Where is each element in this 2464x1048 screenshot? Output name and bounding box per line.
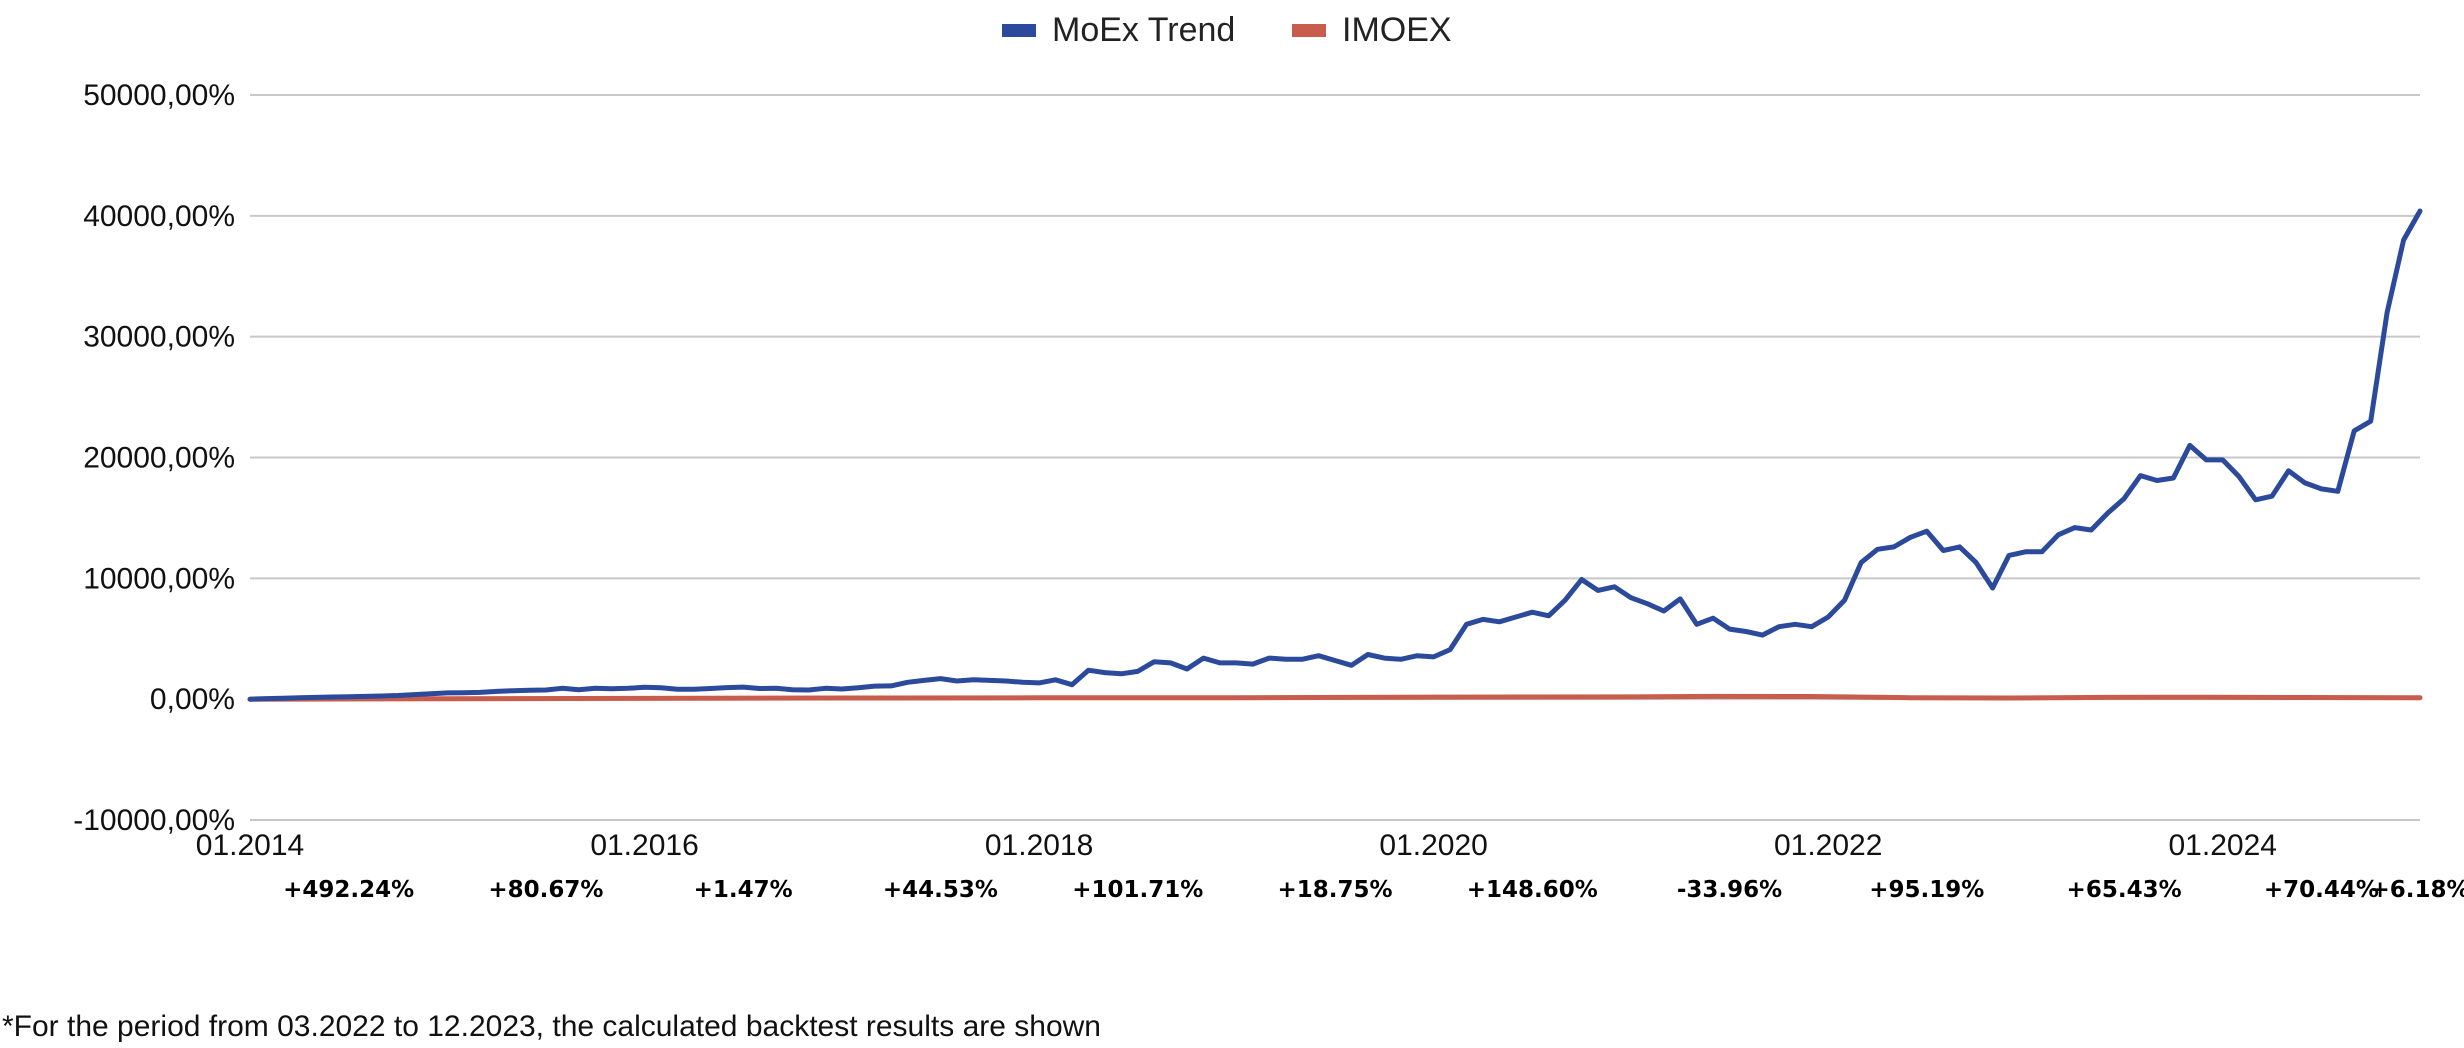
legend: MoEx Trend IMOEX (1002, 11, 1452, 49)
annual-return-label: -33.96% (1677, 877, 1782, 903)
y-tick-label: 20000,00% (83, 442, 235, 475)
y-tick-label: 30000,00% (83, 321, 235, 354)
x-tick-label: 01.2016 (590, 829, 698, 862)
annual-return-label: +6.18% (2370, 877, 2464, 903)
footnote: *For the period from 03.2022 to 12.2023,… (2, 1010, 1101, 1043)
x-tick-label: 01.2014 (196, 829, 304, 862)
annual-return-label: +492.24% (283, 877, 414, 903)
x-tick-label: 01.2024 (2169, 829, 2277, 862)
annual-return-label: +148.60% (1467, 877, 1598, 903)
annual-return-label: +95.19% (1869, 877, 1984, 903)
legend-swatch (1292, 24, 1326, 37)
series-line-moex-trend (247, 208, 2423, 702)
y-tick-label: 0,00% (150, 683, 235, 716)
legend-label: IMOEX (1342, 11, 1452, 49)
line-chart: MoEx Trend IMOEX -10000,00% 0,00% 10000,00%… (73, 11, 2464, 903)
annual-return-label: +80.67% (488, 877, 603, 903)
y-tick-label: 50000,00% (83, 79, 235, 112)
annual-return-label: +44.53% (883, 877, 998, 903)
annual-return-label: +1.47% (694, 877, 793, 903)
annual-return-label: +101.71% (1072, 877, 1203, 903)
series-line-imoex (247, 693, 2423, 702)
x-tick-label: 01.2018 (985, 829, 1093, 862)
gridlines (250, 94, 2420, 821)
x-tick-label: 01.2020 (1379, 829, 1487, 862)
annual-return-label: +65.43% (2067, 877, 2182, 903)
y-tick-label: 40000,00% (83, 200, 235, 233)
y-axis-ticks: -10000,00% 0,00% 10000,00% 20000,00% 30000,0… (73, 79, 235, 837)
annual-returns-row: +492.24% +80.67% +1.47% +44.53% +101.71% +18.… (283, 877, 2464, 903)
annual-return-label: +18.75% (1277, 877, 1392, 903)
x-tick-label: 01.2022 (1774, 829, 1882, 862)
series-lines (247, 208, 2423, 702)
y-tick-label: -10000,00% (73, 804, 235, 837)
y-tick-label: 10000,00% (83, 562, 235, 595)
legend-swatch (1002, 24, 1036, 37)
annual-return-label: +70.44% (2264, 877, 2379, 903)
x-axis-ticks: 01.2014 01.2016 01.2018 01.2020 01.2022 01.20… (196, 829, 2277, 862)
legend-label: MoEx Trend (1052, 11, 1235, 49)
